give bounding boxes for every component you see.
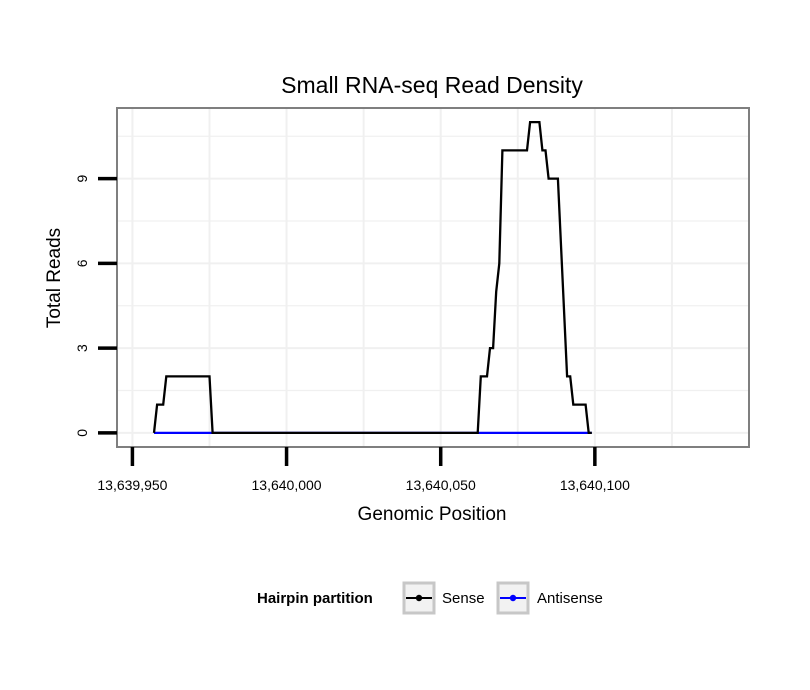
legend-point-sense — [415, 594, 423, 602]
x-tick-label: 13,640,000 — [252, 477, 322, 493]
y-tick-label: 3 — [74, 344, 90, 352]
x-axis: 13,639,950 13,640,000 13,640,050 13,640,100 — [97, 447, 630, 493]
chart-title: Small RNA-seq Read Density — [281, 72, 583, 98]
legend: Hairpin partition Sense Antisense — [257, 581, 603, 615]
y-tick-label: 6 — [74, 259, 90, 267]
x-tick-label: 13,639,950 — [97, 477, 167, 493]
x-axis-title: Genomic Position — [358, 504, 507, 525]
legend-item-antisense: Antisense — [496, 581, 603, 615]
legend-title: Hairpin partition — [257, 590, 373, 607]
y-axis-title: Total Reads — [44, 228, 65, 328]
y-tick-label: 0 — [74, 429, 90, 437]
legend-point-antisense — [509, 594, 517, 602]
legend-label-sense: Sense — [442, 590, 485, 607]
x-tick-label: 13,640,050 — [406, 477, 476, 493]
y-axis: 0 3 6 9 — [74, 175, 117, 437]
grid-lines — [117, 108, 750, 447]
series-layer — [152, 120, 592, 435]
legend-label-antisense: Antisense — [537, 590, 603, 607]
y-tick-label: 9 — [74, 175, 90, 183]
x-tick-label: 13,640,100 — [560, 477, 630, 493]
plot-panel-border — [116, 107, 750, 448]
legend-item-sense: Sense — [402, 581, 485, 615]
series-line-sense — [152, 120, 592, 435]
